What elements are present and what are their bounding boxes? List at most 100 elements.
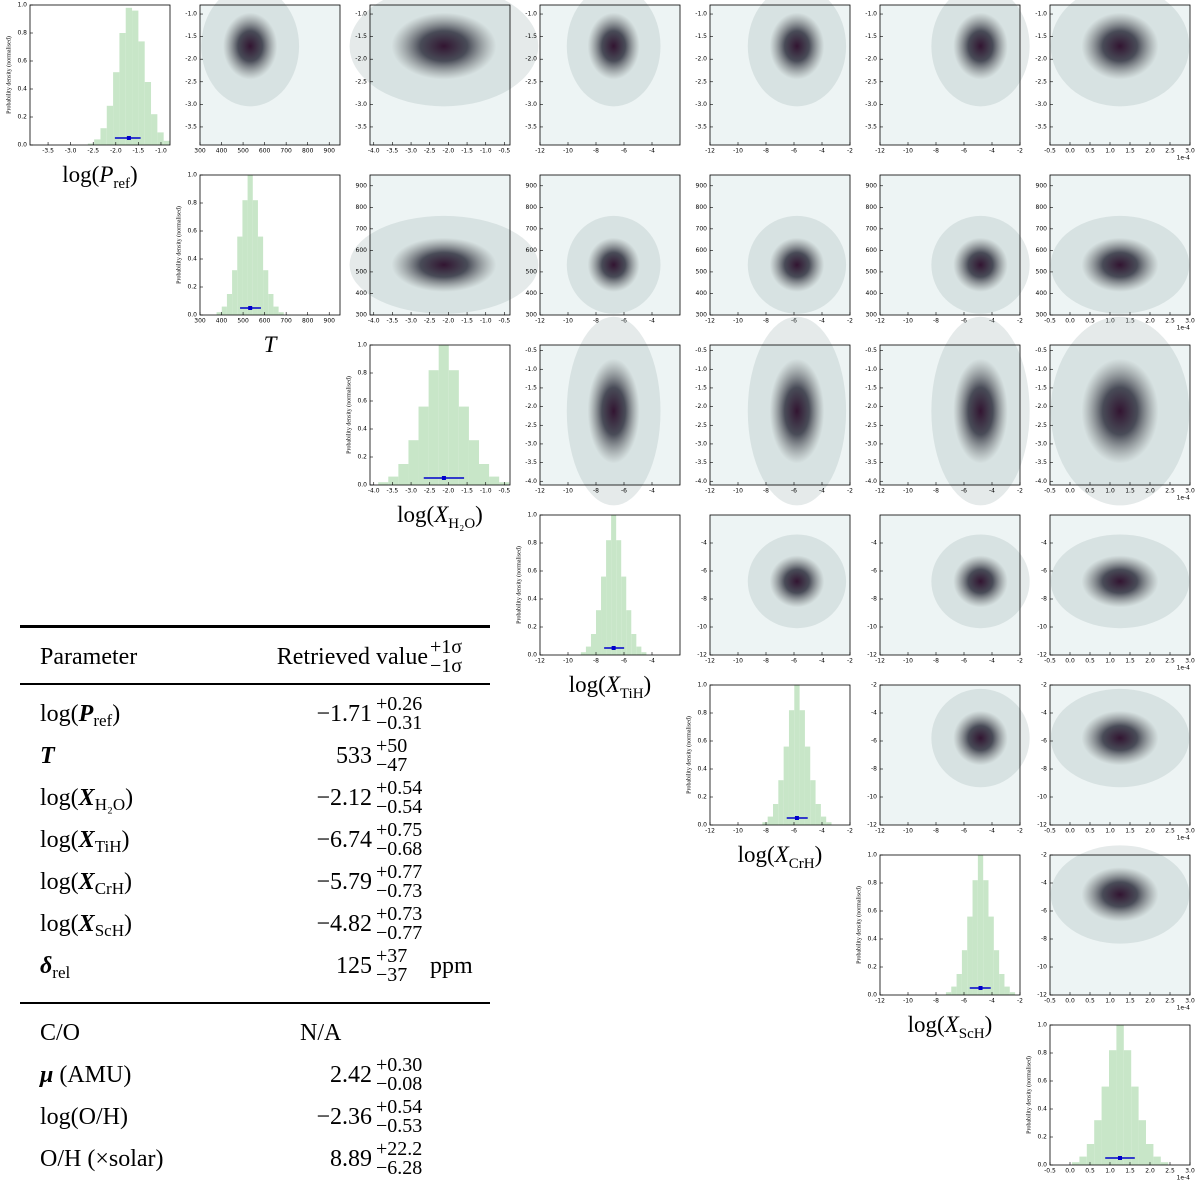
y-tick-label: -3.0 bbox=[185, 101, 197, 108]
x-tick-label: -8 bbox=[593, 148, 599, 155]
histogram-bar bbox=[636, 646, 642, 655]
results-table: Parameter Retrieved value +1σ −1σ log(Pre… bbox=[20, 625, 490, 1180]
y-tick-label: 800 bbox=[696, 204, 708, 211]
parameter-name: log(O/H) bbox=[40, 1104, 128, 1131]
y-tick-label: -6 bbox=[1041, 908, 1047, 915]
value: −4.82 bbox=[316, 911, 372, 937]
y-tick-label: 0.8 bbox=[357, 370, 367, 377]
x-offset-label: 1e-4 bbox=[1177, 835, 1191, 842]
x-tick-label: -2 bbox=[847, 318, 853, 325]
y-tick-label: 600 bbox=[526, 247, 538, 254]
y-tick-label: -1.5 bbox=[525, 33, 537, 40]
y-tick-label: 500 bbox=[526, 268, 538, 275]
x-offset-label: 1e-4 bbox=[1177, 665, 1191, 672]
y-tick-label: -2.0 bbox=[1035, 56, 1047, 63]
x-tick-label: -3.0 bbox=[405, 148, 417, 155]
minus: −0.08 bbox=[376, 1073, 423, 1095]
y-tick-label: -8 bbox=[871, 766, 877, 773]
x-tick-label: -2 bbox=[1017, 148, 1023, 155]
label-part: X bbox=[774, 842, 790, 867]
x-tick-label: 0.5 bbox=[1085, 488, 1095, 495]
density-core bbox=[769, 237, 825, 292]
y-tick-label: 600 bbox=[866, 247, 878, 254]
table-row: μ (AMU) 2.42 +0.30 −0.08 bbox=[20, 1055, 490, 1096]
y-tick-label: -10 bbox=[1037, 794, 1047, 801]
x-tick-label: -10 bbox=[733, 148, 743, 155]
label-part: ) bbox=[112, 701, 121, 727]
y-tick-label: 700 bbox=[526, 225, 538, 232]
table-row: log(XCrH) −5.79 +0.77 −0.73 bbox=[20, 862, 490, 903]
x-tick-label: -1.5 bbox=[461, 148, 473, 155]
y-tick-label: -3.0 bbox=[695, 440, 707, 447]
x-tick-label: 0.0 bbox=[1065, 488, 1075, 495]
y-tick-label: 800 bbox=[1036, 204, 1048, 211]
x-tick-label: -2.0 bbox=[443, 488, 455, 495]
x-tick-label: -4 bbox=[649, 318, 655, 325]
x-tick-label: 0.5 bbox=[1085, 318, 1095, 325]
density-core bbox=[223, 12, 278, 80]
label-part: ) bbox=[815, 842, 823, 867]
histogram-bar bbox=[590, 634, 596, 655]
histogram-bar bbox=[983, 880, 989, 995]
axes-frame bbox=[879, 854, 1021, 996]
x-tick-label: 1.5 bbox=[1125, 828, 1135, 835]
histogram-bar bbox=[125, 7, 133, 145]
y-tick-label: 0.0 bbox=[17, 142, 27, 149]
x-tick-label: -0.5 bbox=[1044, 148, 1056, 155]
density-core bbox=[587, 237, 640, 292]
density-core bbox=[1081, 358, 1159, 464]
label-part: log(O/H) bbox=[40, 1104, 128, 1130]
axes-frame bbox=[879, 684, 1021, 826]
x-tick-label: -2.0 bbox=[443, 148, 455, 155]
table-row: C/O N/A bbox=[20, 1014, 490, 1054]
axes-frame bbox=[539, 514, 681, 656]
density-core bbox=[769, 555, 825, 608]
y-tick-label: 500 bbox=[1036, 268, 1048, 275]
plus: +37 bbox=[376, 945, 408, 967]
y-tick-label: -4.0 bbox=[1035, 478, 1047, 485]
histogram-bar bbox=[762, 822, 768, 825]
density-core bbox=[1081, 12, 1159, 80]
median-point bbox=[794, 816, 799, 820]
histogram-bar bbox=[799, 710, 805, 825]
x-tick-label: 1.0 bbox=[1105, 1168, 1115, 1175]
y-tick-label: -2.5 bbox=[355, 78, 367, 85]
histogram-bar bbox=[157, 132, 164, 145]
histogram-bar bbox=[621, 576, 627, 655]
x-tick-label: -0.5 bbox=[1044, 998, 1056, 1005]
y-tick-label: 0.4 bbox=[17, 86, 27, 93]
value: −2.36 bbox=[316, 1104, 372, 1130]
x-tick-label: 1.0 bbox=[1105, 658, 1115, 665]
label-part: μ bbox=[40, 1062, 54, 1088]
x-tick-label: 0.5 bbox=[1085, 148, 1095, 155]
y-tick-label: -2.5 bbox=[865, 422, 877, 429]
parameter-name: δrel bbox=[40, 953, 70, 983]
y-tick-label: -8 bbox=[871, 596, 877, 603]
axes-frame bbox=[1049, 344, 1191, 486]
y-tick-label: -2.5 bbox=[695, 422, 707, 429]
x-tick-label: -8 bbox=[933, 998, 939, 1005]
x-tick-label: 3.0 bbox=[1185, 1168, 1195, 1175]
table-row: log(XScH) −4.82 +0.73 −0.77 bbox=[20, 904, 490, 945]
x-tick-label: -0.5 bbox=[499, 148, 511, 155]
y-axis-label: Probability density (normalised) bbox=[1025, 1056, 1032, 1134]
y-tick-label: 0.6 bbox=[357, 398, 367, 405]
y-tick-label: 0.6 bbox=[187, 228, 197, 235]
histogram-bar bbox=[951, 986, 957, 995]
y-tick-label: 900 bbox=[526, 182, 538, 189]
x-tick-label: 500 bbox=[237, 318, 249, 325]
x-tick-label: 2.5 bbox=[1165, 318, 1175, 325]
y-tick-label: 0.0 bbox=[527, 652, 537, 659]
axes-frame bbox=[879, 174, 1021, 316]
y-tick-label: -2.0 bbox=[355, 56, 367, 63]
density-core bbox=[391, 237, 497, 292]
y-tick-label: 0.8 bbox=[17, 30, 27, 37]
x-tick-label: -4 bbox=[819, 658, 825, 665]
x-tick-label: -2.5 bbox=[87, 148, 99, 155]
x-tick-label: -4.0 bbox=[368, 488, 380, 495]
x-tick-label: -8 bbox=[593, 488, 599, 495]
y-tick-label: -2 bbox=[1041, 852, 1047, 859]
histogram-bar bbox=[641, 652, 647, 655]
y-tick-label: -1.0 bbox=[1035, 11, 1047, 18]
x-tick-label: -10 bbox=[903, 148, 913, 155]
